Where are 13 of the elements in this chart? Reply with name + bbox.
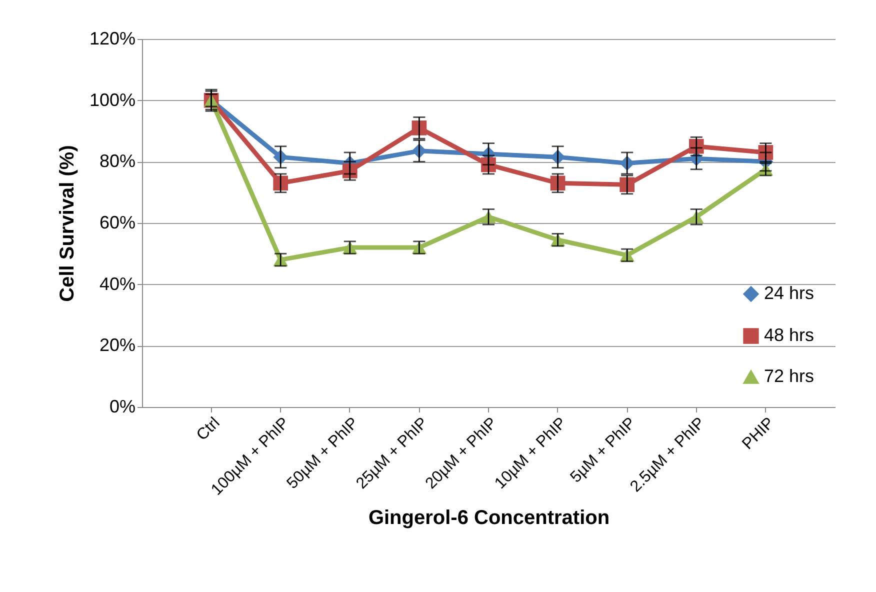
y-tick-label: 120% bbox=[89, 28, 136, 48]
y-tick-label: 80% bbox=[99, 151, 136, 172]
x-tick-label: Ctrl bbox=[194, 414, 224, 444]
legend-label: 48 hrs bbox=[764, 325, 814, 345]
x-axis-title: Gingerol-6 Concentration bbox=[368, 507, 610, 530]
y-tick-label: 40% bbox=[99, 274, 136, 294]
legend-label: 24 hrs bbox=[764, 283, 814, 303]
y-tick-label: 0% bbox=[109, 396, 136, 416]
y-tick-label: 20% bbox=[99, 335, 136, 356]
y-tick-label: 100% bbox=[89, 90, 136, 110]
y-axis-title: Cell Survival (%) bbox=[56, 145, 78, 302]
legend-label: 72 hrs bbox=[764, 366, 814, 386]
y-tick-label: 60% bbox=[99, 212, 136, 232]
